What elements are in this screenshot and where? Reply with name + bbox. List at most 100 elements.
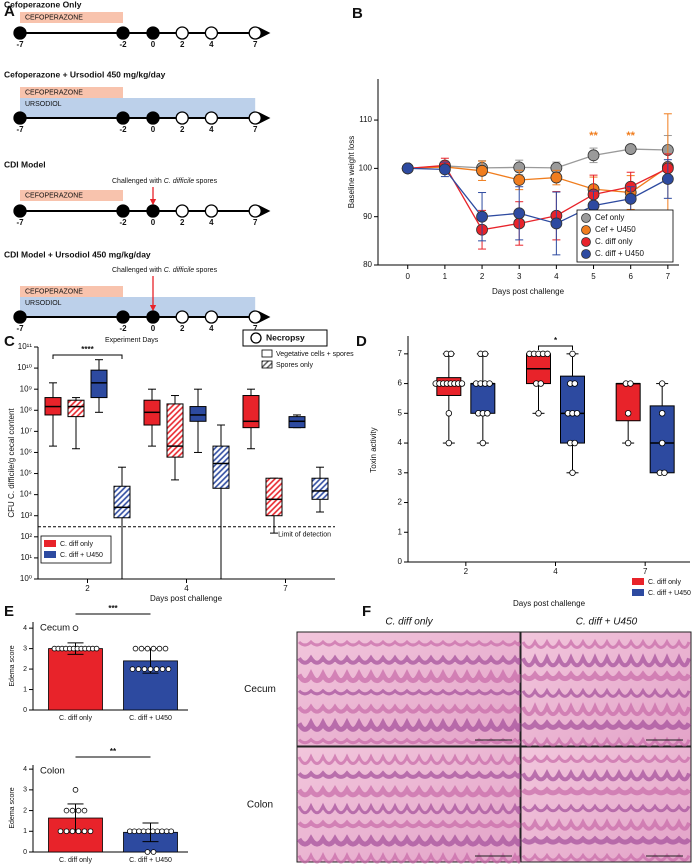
data-point	[135, 666, 142, 672]
y-tick-label: 2	[23, 807, 27, 814]
treatment-bar	[20, 98, 256, 118]
x-axis-label: Days post challenge	[492, 287, 565, 296]
tissue-fold	[521, 653, 691, 668]
day-marker	[248, 111, 262, 125]
data-point	[544, 350, 551, 358]
box	[649, 405, 675, 474]
y-axis-label: Edema score	[9, 787, 16, 828]
box	[212, 445, 230, 489]
y-tick-label: 5	[398, 408, 403, 417]
treatment-bar	[20, 87, 123, 98]
legend-label: Cef only	[595, 213, 624, 222]
y-tick-label: 100	[359, 163, 373, 172]
box	[90, 369, 108, 399]
data-point	[81, 807, 88, 814]
day-label: -2	[119, 218, 127, 227]
day-marker	[146, 204, 160, 218]
data-point	[550, 217, 563, 230]
column-header: C. diff only	[385, 617, 433, 628]
y-tick-label: 6	[398, 379, 403, 388]
data-point	[484, 410, 491, 417]
y-tick-label: 10³	[20, 511, 32, 520]
annotation-part: spores	[194, 178, 217, 185]
day-marker	[204, 111, 219, 125]
day-label: 2	[180, 125, 185, 134]
y-tick-label: 10⁰	[20, 574, 32, 583]
tissue-fold	[297, 770, 521, 779]
x-tick-label: 1	[443, 272, 448, 281]
treatment-label: CEFOPERAZONE	[25, 14, 83, 21]
annotation: Challenged with C. difficile spores	[112, 178, 218, 185]
tissue-fold	[521, 818, 691, 831]
legend-marker	[581, 225, 591, 235]
day-label: 2	[180, 40, 185, 49]
y-tick-label: 10⁷	[20, 426, 32, 435]
legend-marker	[581, 237, 591, 247]
chart-title: Cecum	[40, 623, 70, 634]
x-tick-label: C. diff + U450	[129, 857, 172, 864]
tissue-fold	[297, 819, 521, 829]
data-point	[75, 807, 82, 814]
data-point	[458, 380, 466, 387]
y-tick-label: 10⁹	[20, 384, 32, 393]
day-label: -2	[119, 40, 127, 49]
bar	[48, 648, 103, 711]
panel-label: A	[4, 3, 15, 20]
legend-marker	[581, 213, 591, 223]
day-label: -7	[16, 40, 24, 49]
x-tick-label: 6	[628, 272, 633, 281]
data-point	[658, 380, 666, 387]
y-tick-label: 110	[359, 115, 372, 124]
treatment-bar	[20, 12, 123, 23]
y-tick-label: 1	[398, 527, 403, 536]
day-label: -7	[16, 218, 24, 227]
y-tick-label: 10¹	[20, 553, 32, 562]
x-tick-label: 4	[184, 584, 189, 593]
tissue-fold	[297, 737, 521, 745]
significance-label: ***	[108, 604, 118, 613]
tissue-fold	[296, 785, 522, 798]
data-point	[587, 199, 600, 212]
tissue-fold	[521, 786, 692, 796]
treatment-bar	[20, 190, 123, 201]
tissue-fold	[521, 638, 691, 649]
data-point	[624, 410, 632, 417]
data-point	[136, 828, 142, 835]
data-point	[661, 173, 674, 185]
y-tick-label: 4	[398, 438, 403, 447]
annotation-part: spores	[194, 267, 217, 274]
day-label: 7	[253, 324, 258, 333]
y-tick-label: 0	[23, 707, 27, 714]
tissue-fold	[296, 834, 522, 847]
y-axis-label: Edema score	[9, 645, 16, 686]
day-marker	[13, 111, 27, 125]
box	[113, 485, 131, 519]
data-point	[63, 807, 70, 814]
data-point	[150, 645, 157, 652]
x-tick-label: 2	[464, 567, 469, 576]
day-label: -7	[16, 324, 24, 333]
timeline-title: Cefoperazone + Ursodiol 450 mg/kg/day	[4, 69, 166, 79]
data-point	[144, 849, 151, 855]
data-point	[162, 645, 169, 652]
legend-label: C. diff only	[595, 237, 633, 246]
tissue-fold	[521, 736, 691, 747]
day-label: 7	[253, 40, 258, 49]
legend-swatch	[261, 360, 273, 369]
data-point	[447, 350, 455, 358]
row-label: Colon	[247, 800, 273, 811]
legend-label: C. diff + U450	[595, 249, 645, 258]
legend-swatch	[632, 589, 644, 596]
x-tick-label: 2	[85, 584, 90, 593]
series-line	[407, 167, 669, 225]
data-point	[72, 787, 79, 793]
data-point	[476, 164, 488, 177]
data-point	[140, 828, 147, 835]
treatment-bar	[20, 297, 256, 317]
y-tick-label: 7	[398, 349, 403, 358]
y-tick-label: 0	[398, 557, 403, 566]
data-point	[75, 828, 82, 835]
y-tick-label: 1	[23, 686, 27, 693]
data-point	[150, 849, 157, 855]
